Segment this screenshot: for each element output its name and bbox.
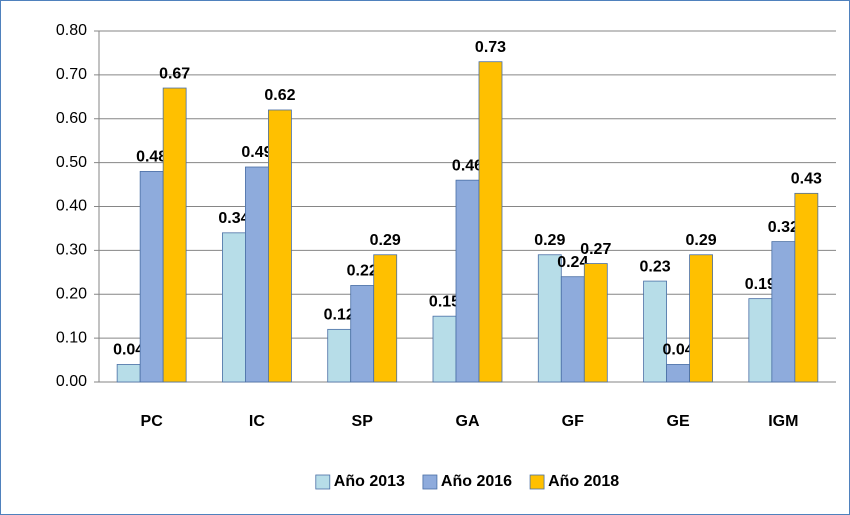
bar (139, 170, 164, 383)
y-tick-label: 0.20 (56, 285, 87, 302)
bar (373, 254, 398, 383)
y-tick-label: 0.10 (56, 329, 87, 346)
x-tick-label: IC (249, 413, 265, 430)
data-label: 0.43 (791, 171, 822, 188)
data-label: 0.49 (241, 144, 272, 161)
data-label: 0.19 (745, 276, 776, 293)
data-label: 0.22 (347, 263, 378, 280)
bar (666, 364, 690, 383)
data-label: 0.04 (113, 342, 144, 359)
data-label: 0.46 (452, 157, 483, 174)
bar (794, 192, 819, 383)
data-label: 0.32 (768, 219, 799, 236)
legend-label: Año 2013 (334, 473, 405, 490)
data-label: 0.34 (218, 210, 249, 227)
x-tick-label: GF (562, 413, 584, 430)
y-tick-label: 0.30 (56, 242, 87, 259)
legend-swatch (315, 474, 331, 490)
data-label: 0.23 (640, 258, 671, 275)
data-label: 0.48 (136, 149, 167, 166)
bar (771, 241, 796, 383)
x-tick-label: IGM (768, 413, 798, 430)
x-tick-label: GE (667, 413, 690, 430)
y-tick-label: 0.80 (56, 22, 87, 39)
legend-label: Año 2018 (548, 473, 619, 490)
data-label: 0.24 (557, 254, 588, 271)
y-tick-label: 0.70 (56, 66, 87, 83)
y-tick-label: 0.00 (56, 373, 87, 390)
data-label: 0.29 (534, 232, 565, 249)
y-tick-label: 0.50 (56, 154, 87, 171)
data-label: 0.15 (429, 293, 460, 310)
x-tick-label: SP (352, 413, 374, 430)
data-label: 0.73 (475, 39, 506, 56)
legend-swatch (422, 474, 438, 490)
bar (748, 298, 773, 383)
bar (116, 364, 141, 383)
bar (583, 263, 608, 383)
bar (478, 61, 503, 383)
bar (222, 232, 246, 383)
bar (268, 109, 292, 383)
bar (350, 285, 375, 383)
bar (162, 87, 187, 383)
data-label: 0.12 (324, 307, 355, 324)
x-tick-label: PC (141, 413, 164, 430)
bar (432, 315, 457, 383)
bar (689, 254, 713, 383)
bar (537, 254, 562, 383)
bar (455, 179, 480, 383)
y-tick-label: 0.40 (56, 198, 87, 215)
legend-label: Año 2016 (441, 473, 512, 490)
data-label: 0.67 (159, 65, 190, 82)
bar (643, 280, 667, 383)
bar (560, 276, 585, 383)
data-label: 0.29 (370, 232, 401, 249)
data-label: 0.27 (580, 241, 611, 258)
bar (327, 328, 352, 383)
legend-swatch (529, 474, 545, 490)
x-tick-label: GA (456, 413, 480, 430)
data-label: 0.62 (264, 87, 295, 104)
data-label: 0.29 (686, 232, 717, 249)
y-tick-label: 0.60 (56, 110, 87, 127)
bar (245, 166, 269, 383)
data-label: 0.04 (663, 342, 694, 359)
